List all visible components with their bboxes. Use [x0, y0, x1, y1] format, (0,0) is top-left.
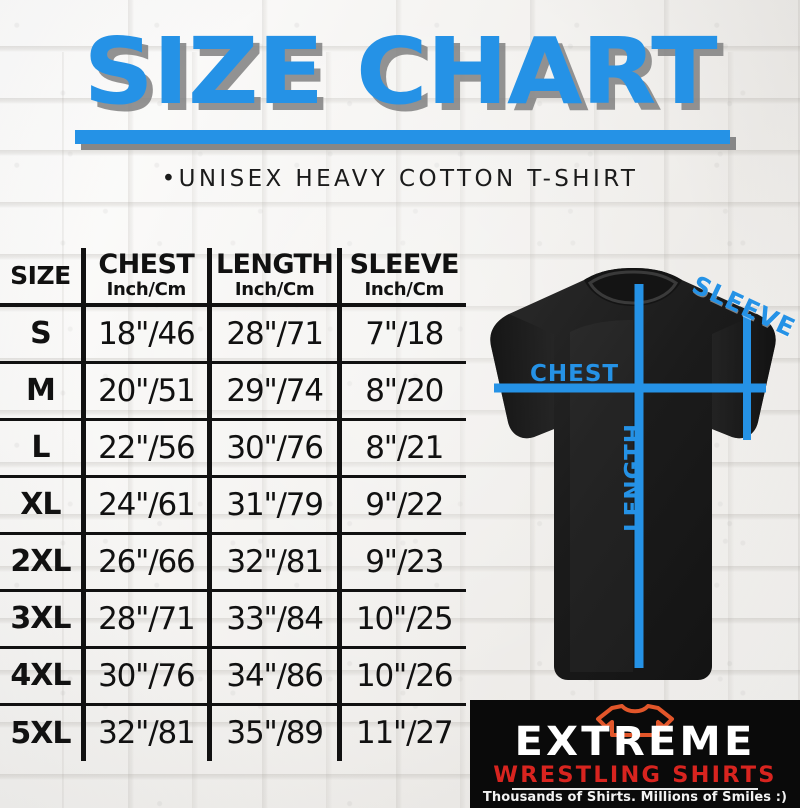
row-length-value: 29"/74 [206, 360, 340, 419]
row-length-value: 35"/89 [206, 702, 340, 761]
row-sleeve-value: 10"/25 [337, 588, 466, 647]
tshirt-illustration: CHEST LENGTH SLEEVE [466, 262, 800, 702]
table-row: 4XL 30"/76 34"/86 10"/26 [0, 645, 466, 704]
row-size-label: L [0, 417, 84, 476]
row-size-label: S [30, 316, 52, 352]
row-sleeve-value: 9"/22 [337, 474, 466, 533]
row-chest-value: 24"/61 [80, 474, 210, 533]
column-header-length-unit: Inch/Cm [234, 278, 315, 300]
table-head: SIZE CHEST Inch/Cm LENGTH Inch/Cm SLEEVE… [0, 248, 466, 307]
row-sleeve-value: 8"/20 [337, 360, 466, 419]
row-sleeve-value: 11"/27 [337, 702, 466, 761]
brand-logo: EXTREME WRESTLING SHIRTS Thousands of Sh… [470, 700, 800, 808]
chest-measure-label: CHEST [530, 361, 620, 387]
tshirt-collar-rib [587, 270, 679, 305]
row-length-value: 30"/76 [206, 417, 340, 476]
title-underline [75, 130, 736, 150]
row-sleeve-value: 8"/21 [337, 417, 466, 476]
table-row: M 20"/51 29"/74 8"/20 [0, 360, 466, 419]
row-size-label: XL [0, 474, 84, 533]
row-sleeve-value: 10"/26 [337, 645, 466, 704]
page-title: SIZE CHART [83, 18, 717, 125]
row-chest-value: 20"/51 [80, 360, 210, 419]
tshirt-body-path [490, 268, 776, 680]
row-chest-value: 26"/66 [80, 531, 210, 590]
table-row: XL 24"/61 31"/79 9"/22 [0, 474, 466, 533]
column-header-chest-unit: Inch/Cm [106, 278, 187, 300]
length-measure-label: LENGTH [621, 422, 647, 532]
logo-brand-name: EXTREME [514, 719, 756, 765]
row-length-value: 28"/71 [206, 305, 340, 362]
row-chest-value: 22"/56 [80, 417, 210, 476]
logo-divider [512, 788, 758, 790]
column-header-sleeve: SLEEVE Inch/Cm [337, 248, 466, 307]
row-chest-value: 32"/81 [80, 702, 210, 761]
header-block: SIZE CHART [0, 26, 800, 118]
column-header-length-label: LENGTH [215, 248, 334, 280]
row-chest-value: 18"/46 [80, 305, 210, 362]
row-length-value: 32"/81 [206, 531, 340, 590]
row-length-value: 34"/86 [206, 645, 340, 704]
row-size-label: 3XL [0, 588, 84, 647]
table-body: S 18"/46 28"/71 7"/18 M 20"/51 29"/74 8"/20 L 22"… [0, 305, 466, 761]
tshirt-collar [584, 268, 682, 306]
table-row: 5XL 32"/81 35"/89 11"/27 [0, 702, 466, 761]
logo-shirt-icon [596, 704, 674, 737]
row-size-label: 5XL [0, 702, 84, 761]
column-header-size: SIZE [0, 248, 84, 307]
column-header-sleeve-label: SLEEVE [349, 248, 460, 280]
table-row: S 18"/46 28"/71 7"/18 [0, 305, 466, 362]
title-underline-bar [75, 130, 730, 144]
tshirt-left-sleeve [490, 314, 554, 439]
logo-brand-subline: WRESTLING SHIRTS [493, 763, 777, 788]
table-row: 3XL 28"/71 33"/84 10"/25 [0, 588, 466, 647]
row-length-value: 33"/84 [206, 588, 340, 647]
column-header-length: LENGTH Inch/Cm [206, 248, 340, 307]
table-row: L 22"/56 30"/76 8"/21 [0, 417, 466, 476]
size-chart-table-wrap: SIZE CHEST Inch/Cm LENGTH Inch/Cm SLEEVE… [0, 248, 466, 761]
row-sleeve-value: 7"/18 [337, 305, 466, 362]
column-header-sleeve-unit: Inch/Cm [364, 278, 445, 300]
row-size-label: M [0, 360, 84, 419]
column-header-chest: CHEST Inch/Cm [80, 248, 210, 307]
row-length-value: 31"/79 [206, 474, 340, 533]
row-size-label: 4XL [0, 645, 84, 704]
column-header-chest-label: CHEST [98, 248, 195, 280]
row-size-label: 2XL [0, 531, 84, 590]
logo-tagline: Thousands of Shirts. Millions of Smiles … [482, 790, 788, 805]
table-row: 2XL 26"/66 32"/81 9"/23 [0, 531, 466, 590]
page-subtitle: •UNISEX HEAVY COTTON T-SHIRT [161, 166, 639, 192]
row-sleeve-value: 9"/23 [337, 531, 466, 590]
tshirt-graphic [490, 268, 776, 680]
row-chest-value: 28"/71 [80, 588, 210, 647]
row-chest-value: 30"/76 [80, 645, 210, 704]
table-header-row: SIZE CHEST Inch/Cm LENGTH Inch/Cm SLEEVE… [0, 248, 466, 307]
size-chart-table: SIZE CHEST Inch/Cm LENGTH Inch/Cm SLEEVE… [0, 248, 466, 761]
